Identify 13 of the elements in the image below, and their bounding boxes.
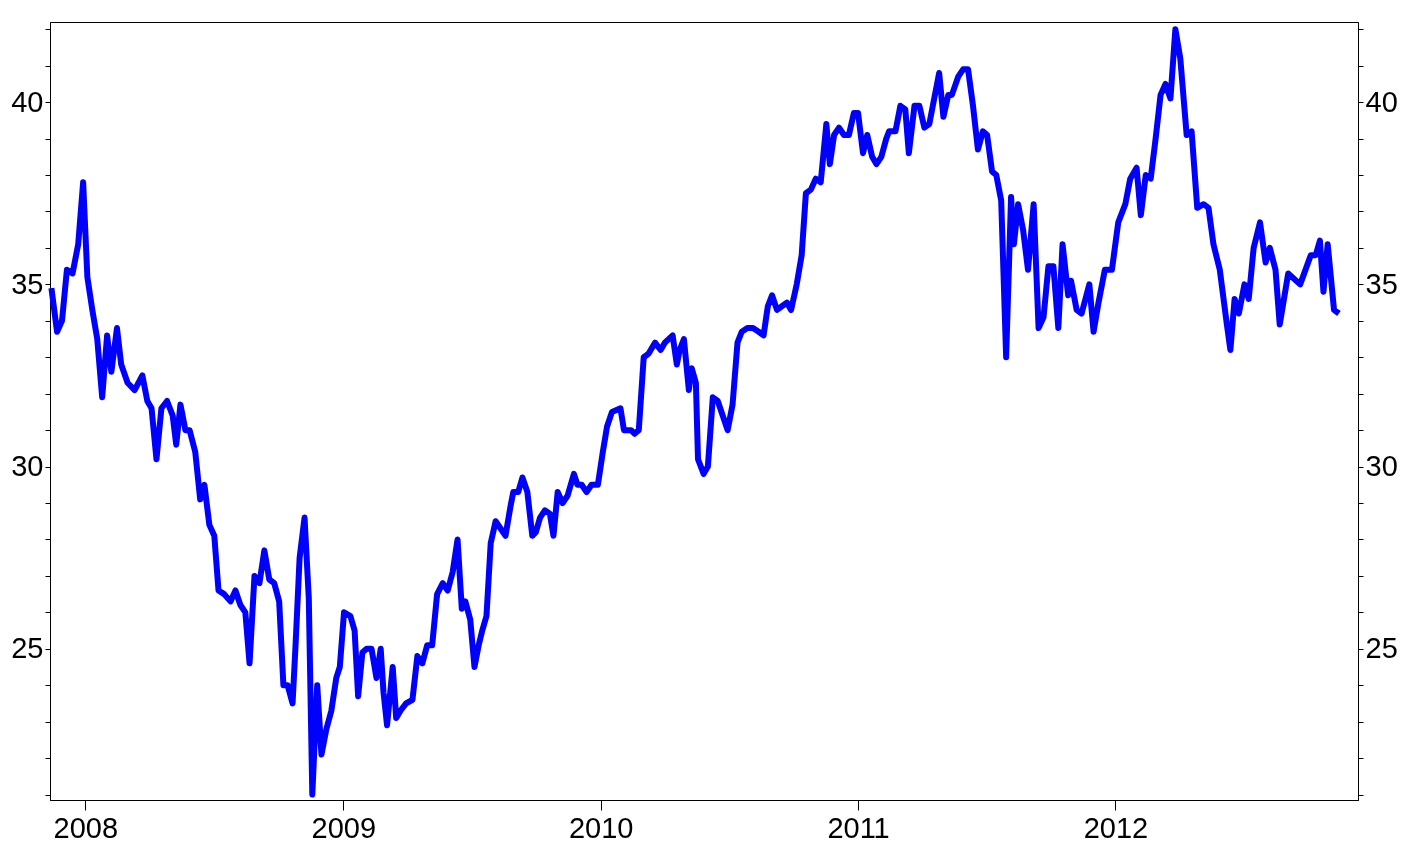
y-tick-label: 35 <box>11 267 44 300</box>
y-tick-label: 40 <box>11 85 44 118</box>
x-tick-label: 2008 <box>53 811 119 844</box>
x-tick-label: 2011 <box>827 811 890 844</box>
x-tick-label: 2010 <box>568 811 634 844</box>
x-tick-label: 2009 <box>311 811 377 844</box>
y2-tick-label: 40 <box>1365 85 1398 118</box>
y2-tick-label: 30 <box>1365 450 1398 483</box>
y-tick-label: 30 <box>11 450 44 483</box>
x-tick-label: 2012 <box>1083 811 1149 844</box>
y-tick-label: 25 <box>11 632 44 665</box>
y2-tick-label: 35 <box>1365 267 1398 300</box>
y2-tick-label: 25 <box>1365 632 1398 665</box>
